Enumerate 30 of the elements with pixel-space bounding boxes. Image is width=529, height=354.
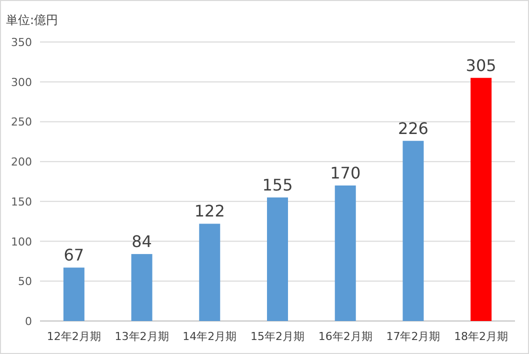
data-label: 84 bbox=[132, 232, 152, 252]
data-label: 155 bbox=[262, 175, 293, 194]
x-tick-label: 14年2月期 bbox=[182, 330, 237, 343]
y-tick-label: 0 bbox=[25, 315, 32, 328]
y-tick-label: 50 bbox=[18, 275, 32, 288]
bar bbox=[199, 224, 220, 321]
bar bbox=[470, 78, 492, 321]
data-label: 67 bbox=[64, 246, 84, 265]
bar bbox=[402, 140, 424, 321]
bar bbox=[267, 197, 288, 321]
data-label: 122 bbox=[194, 202, 225, 221]
y-tick-label: 150 bbox=[11, 195, 32, 208]
y-tick-label: 300 bbox=[11, 76, 32, 89]
data-label: 170 bbox=[330, 163, 361, 182]
x-tick-label: 17年2月期 bbox=[386, 330, 440, 343]
y-tick-label: 200 bbox=[11, 156, 32, 169]
x-tick-label: 16年2月期 bbox=[318, 330, 372, 343]
y-tick-label: 250 bbox=[11, 116, 32, 129]
bar bbox=[334, 185, 356, 321]
y-tick-label: 350 bbox=[11, 36, 32, 49]
bar bbox=[131, 254, 152, 321]
x-tick-label: 15年2月期 bbox=[250, 330, 304, 343]
x-tick-label: 13年2月期 bbox=[114, 330, 169, 343]
data-label: 226 bbox=[398, 118, 428, 138]
x-tick-label: 12年2月期 bbox=[46, 330, 101, 343]
x-tick-label: 18年2月期 bbox=[454, 330, 508, 343]
data-label: 305 bbox=[466, 56, 496, 75]
text: 単位:億円 bbox=[6, 13, 58, 27]
y-tick-label: 100 bbox=[11, 235, 32, 248]
bar bbox=[63, 268, 84, 321]
